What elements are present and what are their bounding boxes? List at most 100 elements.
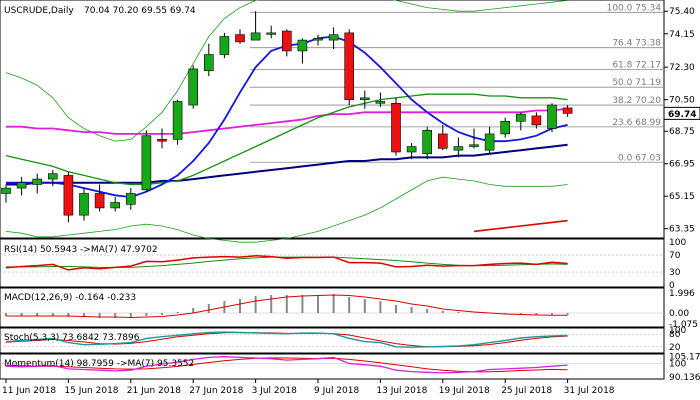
rsi-tick-label: 100 xyxy=(669,238,686,248)
bullish-candle xyxy=(484,133,495,151)
bearish-candle xyxy=(94,193,105,209)
momentum-label: Momentum(14) 98.7959 ->MA(7) 95.3552 xyxy=(4,359,194,369)
bullish-candle xyxy=(500,121,511,135)
stoch-tick-label: 20 xyxy=(669,343,681,353)
bullish-candle xyxy=(172,101,183,140)
fib-level-label: 38.2 70.20 xyxy=(612,96,661,106)
bullish-candle xyxy=(515,113,526,122)
last-price-box xyxy=(663,106,700,120)
bullish-candle xyxy=(110,202,120,209)
green-mid-ma-line xyxy=(5,93,568,186)
date-tick-label: 19 Jul 2018 xyxy=(439,386,490,396)
bullish-candle xyxy=(406,146,417,153)
blue-fast-ma-line xyxy=(6,35,568,199)
price-tick-label: 72.30 xyxy=(669,63,695,73)
bearish-candle xyxy=(391,102,401,153)
rsi-tick-label: 70 xyxy=(669,251,681,261)
fib-level-label: 100.0 75.34 xyxy=(607,3,662,13)
fib-level-label: 76.4 73.38 xyxy=(612,39,661,49)
macd-tick-label: -1.075 xyxy=(669,320,698,330)
bullish-candle xyxy=(359,97,370,100)
momentum-tick-label: 105.1796 xyxy=(669,352,700,362)
momentum-panel-frame xyxy=(0,353,665,380)
magenta-ma-line xyxy=(6,107,568,135)
bullish-candle xyxy=(313,37,323,41)
chart-title: USCRUDE,Daily xyxy=(4,6,74,16)
bullish-candle xyxy=(219,36,230,55)
bullish-candle xyxy=(453,146,464,151)
rsi-tick-label: 0 xyxy=(669,281,675,291)
price-tick-label: 75.40 xyxy=(669,7,695,17)
bullish-candle xyxy=(328,34,339,41)
navy-long-ma-line xyxy=(6,143,568,186)
ohlc-header: 70.04 70.20 69.55 69.74 xyxy=(84,6,196,16)
bearish-candle xyxy=(157,139,167,142)
fib-level-label: 0.0 67.03 xyxy=(618,153,661,163)
bullish-candle xyxy=(469,144,479,147)
price-axis: 75.40 74.15 72.30 70.50 68.75 66.95 65.15 63.35… xyxy=(663,7,700,235)
bullish-candle xyxy=(297,39,308,52)
macd-tick-label: 0.00 xyxy=(669,309,689,319)
bullish-candle xyxy=(16,182,27,189)
date-tick-label: 25 Jul 2018 xyxy=(501,386,552,396)
bearish-candle xyxy=(437,133,448,149)
momentum-tick-label: 90.1368 xyxy=(669,373,700,383)
date-tick-label: 21 Jun 2018 xyxy=(127,386,181,396)
bullish-candle xyxy=(47,173,58,180)
bullish-candle xyxy=(266,32,277,35)
main-price-panel: 100.0 75.34 76.4 73.38 61.8 72.17 50.0 71.1… xyxy=(1,0,664,243)
price-tick-label: 74.15 xyxy=(669,30,695,40)
date-tick-label: 15 Jun 2018 xyxy=(64,386,118,396)
bearish-candle xyxy=(63,175,74,216)
bearish-candle xyxy=(531,115,542,126)
stoch-tick-label: 80 xyxy=(669,330,681,340)
rsi-label: RSI(14) 50.5943 ->MA(7) 47.9702 xyxy=(4,245,158,255)
macd-panel-frame xyxy=(0,287,665,328)
macd-signal-line xyxy=(6,294,568,319)
bearish-candle xyxy=(235,34,245,43)
stoch-tick-label: 100 xyxy=(669,326,686,336)
fib-level-label: 61.8 72.17 xyxy=(612,61,661,71)
rsi-panel: 100 70 30 0 xyxy=(0,238,686,291)
bullish-candle xyxy=(141,135,152,191)
bollinger-upper-line xyxy=(5,0,568,142)
macd-panel: 1.996 0.00-1.075 xyxy=(0,289,698,330)
macd-tick-label: 1.996 xyxy=(669,289,695,299)
bearish-candle xyxy=(562,107,573,114)
bullish-candle xyxy=(547,104,557,129)
date-tick-label: 3 Jul 2018 xyxy=(252,386,297,396)
date-tick-label: 27 Jun 2018 xyxy=(189,386,243,396)
date-tick-label: 11 Jun 2018 xyxy=(2,386,56,396)
bullish-candle xyxy=(422,130,433,155)
price-tick-label: 66.95 xyxy=(669,160,695,170)
date-tick-label: 9 Jul 2018 xyxy=(314,386,359,396)
price-tick-label: 63.35 xyxy=(669,225,695,235)
bearish-candle xyxy=(281,30,292,52)
momentum-line xyxy=(5,356,568,374)
fib-level-label: 23.6 68.99 xyxy=(612,118,661,128)
price-tick-label: 68.75 xyxy=(669,127,695,137)
stoch-k-line xyxy=(5,331,568,348)
date-axis: 11 Jun 2018 15 Jun 2018 21 Jun 2018 27 Jun … xyxy=(2,379,615,396)
bullish-candle xyxy=(204,54,214,72)
date-tick-label: 31 Jul 2018 xyxy=(564,386,615,396)
fib-level-label: 50.0 71.19 xyxy=(612,78,661,88)
rsi-panel-frame xyxy=(0,238,665,288)
bullish-candle xyxy=(188,68,198,106)
bullish-candle xyxy=(79,193,89,216)
stoch-panel-frame xyxy=(0,327,665,354)
price-tick-label: 65.15 xyxy=(669,192,695,202)
momentum-panel: 105.1796100 90.1368 xyxy=(0,352,700,383)
macd-label: MACD(12,26,9) -0.164 -0.233 xyxy=(4,293,136,303)
stoch-label: Stoch(5,3,3) 73.6842 73.7896 xyxy=(4,333,140,343)
rsi-tick-label: 30 xyxy=(669,268,681,278)
price-tick-label: 70.50 xyxy=(669,96,695,106)
date-tick-label: 13 Jul 2018 xyxy=(376,386,427,396)
momentum-tick-label: 100 xyxy=(669,359,686,369)
red-long-ma-line xyxy=(473,219,568,233)
bullish-candle xyxy=(250,32,261,41)
rsi-line xyxy=(5,255,568,271)
